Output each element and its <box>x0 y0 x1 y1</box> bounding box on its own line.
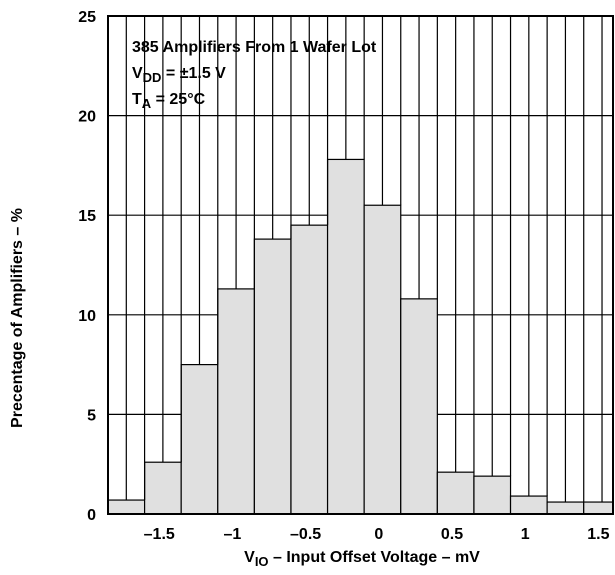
y-axis-title: Precentage of Amplifiers – % <box>9 208 26 428</box>
histogram-bar <box>363 204 402 515</box>
annotation-symbol: V <box>132 65 143 82</box>
y-tick-label: 0 <box>87 507 96 524</box>
x-tick-label: 1 <box>521 526 530 543</box>
annotation-value: = ±1.5 V <box>161 65 226 82</box>
plot-frame <box>107 15 614 515</box>
annotation-subscript: DD <box>143 70 162 85</box>
histogram-bar <box>400 298 438 515</box>
vertical-gridlines <box>125 16 603 503</box>
histogram-bar <box>290 224 329 515</box>
x-axis-title: VIO – Input Offset Voltage – mV <box>244 549 480 569</box>
x-tick-label: –1.5 <box>144 526 175 543</box>
annotation-symbol: T <box>132 91 142 108</box>
histogram-bar <box>583 501 614 515</box>
y-tick-label: 15 <box>78 208 96 225</box>
x-axis-ticks: –1.5 –1 –0.5 0 0.5 1 1.5 <box>144 526 610 543</box>
histogram-bar <box>509 495 548 515</box>
histogram-bar <box>180 364 219 515</box>
y-tick-label: 20 <box>78 109 96 126</box>
histogram-bar <box>107 499 146 515</box>
x-tick-label: –0.5 <box>290 526 321 543</box>
annotation-value: = 25°C <box>151 91 205 108</box>
x-tick-label: 0 <box>374 526 383 543</box>
y-axis-ticks: 0 5 10 15 20 25 <box>78 9 96 524</box>
histogram-bar <box>546 501 585 515</box>
x-axis-title-text: – Input Offset Voltage – mV <box>269 549 481 566</box>
annotation-line: VDD = ±1.5 V <box>132 65 226 85</box>
annotation-line: TA = 25°C <box>132 91 206 111</box>
y-tick-label: 25 <box>78 9 96 26</box>
histogram-bar <box>326 158 365 515</box>
histogram-bar <box>253 238 292 515</box>
x-tick-label: 0.5 <box>441 526 463 543</box>
y-tick-label: 10 <box>78 308 96 325</box>
annotation-line: 385 Amplifiers From 1 Wafer Lot <box>132 39 377 56</box>
histogram-bar <box>436 471 475 515</box>
x-axis-title-subscript: IO <box>255 554 269 569</box>
histogram-bar <box>143 461 182 515</box>
annotation-subscript: A <box>142 96 152 111</box>
x-axis-title-symbol: V <box>244 549 255 566</box>
histogram-bar <box>217 288 255 515</box>
y-tick-label: 5 <box>87 407 96 424</box>
annotation-block: 385 Amplifiers From 1 Wafer Lot VDD = ±1.… <box>132 39 377 111</box>
histogram-bars <box>107 158 614 515</box>
annotation-symbol: 385 Amplifiers From 1 Wafer Lot <box>132 39 377 56</box>
x-tick-label: 1.5 <box>587 526 609 543</box>
x-tick-label: –1 <box>224 526 242 543</box>
histogram-bar <box>473 475 512 515</box>
